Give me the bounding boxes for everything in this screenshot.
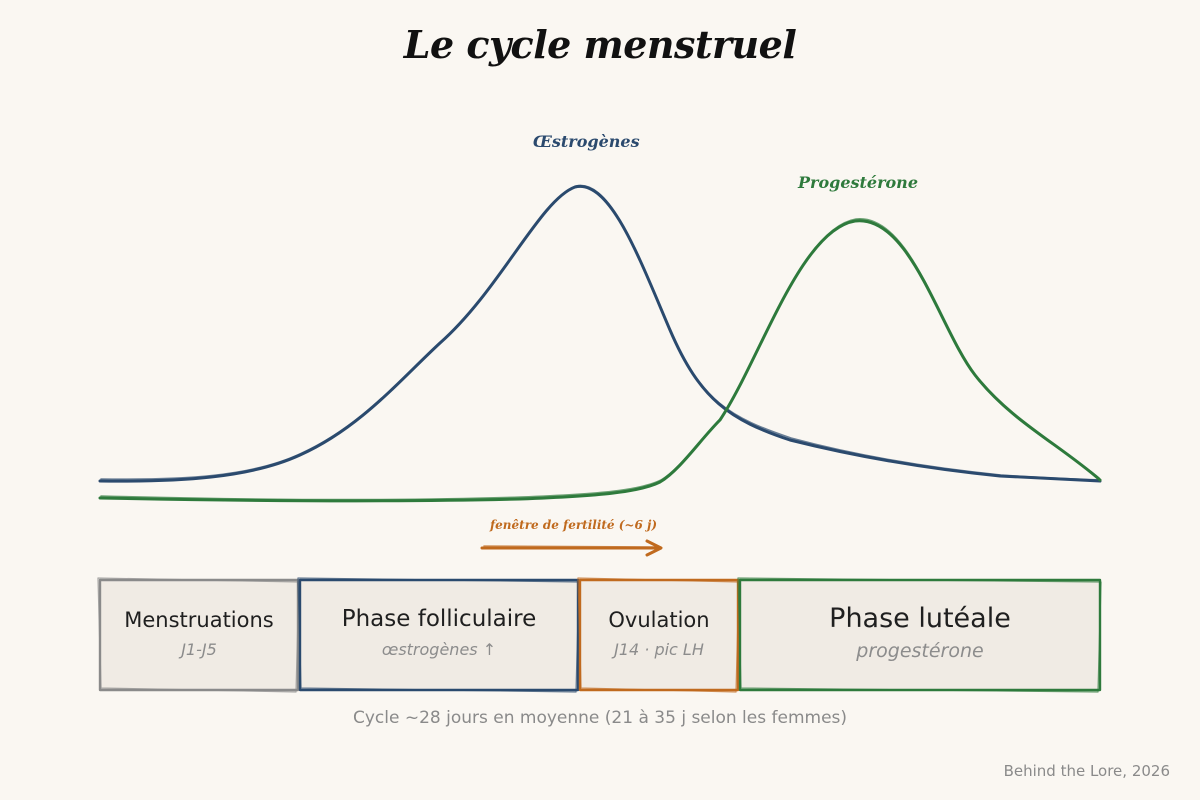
phase-detail: œstrogènes ↑ [381,640,497,659]
phase-box-menstruations [97,577,300,693]
oestrogen-label: Œstrogènes [533,132,640,151]
phase-menstruations: Menstruations J1-J5 [100,608,298,659]
progesterone-label: Progestérone [798,173,918,192]
oestrogen-curve [98,184,1102,483]
phase-detail: progestérone [856,640,984,662]
fertility-window-arrow [480,539,663,557]
phase-box-luteal [737,577,1102,693]
phase-ovulation: Ovulation J14 · pic LH [580,608,738,659]
phase-name: Menstruations [124,608,274,632]
credit-line: Behind the Lore, 2026 [1003,762,1170,780]
cycle-footnote: Cycle ~28 jours en moyenne (21 à 35 j se… [352,708,848,728]
progesterone-curve [98,218,1102,503]
phase-box-follicular [297,577,580,693]
phase-detail: J14 · pic LH [614,640,704,659]
phase-follicular: Phase folliculaire œstrogènes ↑ [300,606,578,659]
phase-name: Ovulation [608,608,710,632]
diagram-title: Le cycle menstruel [403,22,797,67]
phase-detail: J1-J5 [181,640,217,659]
phase-name: Phase lutéale [829,603,1011,634]
phase-luteal: Phase lutéale progestérone [740,603,1100,662]
phase-name: Phase folliculaire [341,606,537,632]
fertility-window-label: fenêtre de fertilité (~6 j) [490,518,658,532]
phase-box-ovulation [577,577,740,693]
